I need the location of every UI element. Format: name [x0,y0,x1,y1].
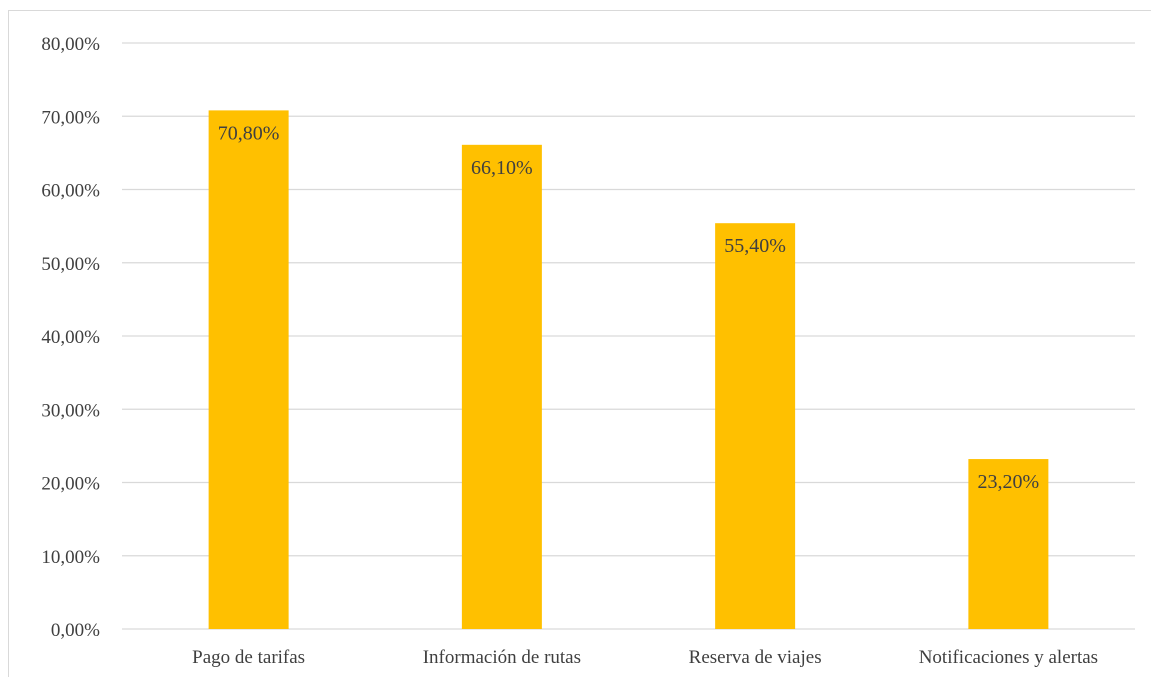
data-labels: 70,80% 66,10% 55,40% 23,20% [218,122,1039,493]
bar [968,459,1049,629]
y-tick-label: 0,00% [51,620,100,641]
y-tick-label: 10,00% [41,547,100,568]
data-label: 55,40% [724,235,786,257]
bar [715,223,796,629]
y-tick-label: 60,00% [41,181,100,202]
y-axis-tick-labels: 0,00% 10,00% 20,00% 30,00% 40,00% 50,00% 60,00… [41,34,100,641]
y-tick-label: 20,00% [41,474,100,495]
bar [461,144,542,629]
bars [208,110,1049,629]
gridlines [122,42,1135,630]
bar [208,110,289,629]
x-category-label: Notificaciones y alertas [919,647,1098,668]
y-tick-label: 40,00% [41,327,100,348]
x-category-label: Reserva de viajes [689,647,822,668]
y-tick-label: 30,00% [41,400,100,421]
x-category-label: Pago de tarifas [192,647,305,668]
x-category-label: Información de rutas [423,647,581,668]
y-tick-label: 80,00% [41,34,100,55]
chart-frame [8,10,1151,677]
y-tick-label: 50,00% [41,254,100,275]
data-label: 70,80% [218,122,280,144]
x-axis-category-labels: Pago de tarifas Información de rutas Reser… [192,647,1098,668]
data-label: 66,10% [471,157,533,179]
data-label: 23,20% [978,471,1040,493]
y-tick-label: 70,00% [41,107,100,128]
